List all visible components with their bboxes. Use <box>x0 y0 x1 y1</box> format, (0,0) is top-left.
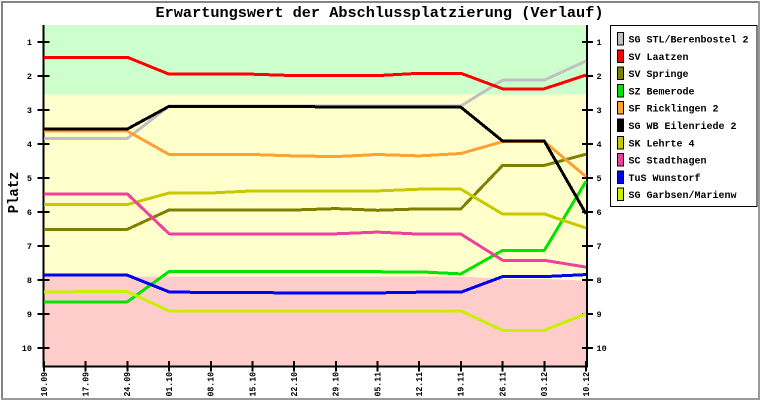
svg-text:10.12: 10.12 <box>581 372 592 397</box>
svg-text:4: 4 <box>597 140 602 150</box>
svg-text:SG WB Eilenriede 2: SG WB Eilenriede 2 <box>629 121 737 133</box>
svg-text:3: 3 <box>27 106 32 116</box>
svg-text:10: 10 <box>22 344 32 354</box>
svg-text:5: 5 <box>597 174 602 184</box>
svg-text:SV Springe: SV Springe <box>629 69 689 81</box>
svg-text:08.10: 08.10 <box>206 372 217 397</box>
svg-text:9: 9 <box>27 310 32 320</box>
svg-text:Platz: Platz <box>6 172 23 214</box>
svg-text:1: 1 <box>597 38 602 48</box>
svg-text:15.10: 15.10 <box>247 372 258 397</box>
svg-text:SV Laatzen: SV Laatzen <box>629 53 689 64</box>
svg-text:1: 1 <box>27 38 32 48</box>
svg-text:2: 2 <box>27 72 32 82</box>
svg-text:4: 4 <box>27 140 32 150</box>
svg-text:3: 3 <box>597 106 602 116</box>
svg-text:17.09: 17.09 <box>81 372 92 397</box>
svg-text:22.10: 22.10 <box>289 372 300 397</box>
svg-text:10: 10 <box>597 344 607 354</box>
svg-text:29.10: 29.10 <box>331 372 342 397</box>
svg-text:2: 2 <box>597 72 602 82</box>
svg-text:05.11: 05.11 <box>372 372 383 397</box>
svg-text:SC Stadthagen: SC Stadthagen <box>629 156 707 168</box>
svg-text:03.12: 03.12 <box>539 372 550 397</box>
svg-text:SK Lehrte 4: SK Lehrte 4 <box>629 138 695 150</box>
svg-text:6: 6 <box>27 208 32 218</box>
svg-text:5: 5 <box>27 174 32 184</box>
svg-text:10.09: 10.09 <box>39 372 50 397</box>
svg-text:01.10: 01.10 <box>164 372 175 397</box>
svg-text:12.11: 12.11 <box>414 372 425 397</box>
svg-text:9: 9 <box>597 310 602 320</box>
svg-text:7: 7 <box>27 242 32 252</box>
svg-text:19.11: 19.11 <box>456 372 467 397</box>
svg-text:7: 7 <box>597 242 602 252</box>
svg-text:24.09: 24.09 <box>122 372 133 397</box>
svg-text:TuS Wunstorf: TuS Wunstorf <box>629 173 701 185</box>
svg-text:SG Garbsen/Marienw: SG Garbsen/Marienw <box>629 190 737 202</box>
svg-text:8: 8 <box>27 276 32 286</box>
svg-text:SZ Bemerode: SZ Bemerode <box>629 86 695 98</box>
svg-text:6: 6 <box>597 208 602 218</box>
svg-text:SF Ricklingen 2: SF Ricklingen 2 <box>629 104 719 116</box>
svg-text:26.11: 26.11 <box>497 372 508 397</box>
svg-text:Erwartungswert der Abschlusspl: Erwartungswert der Abschlussplatzierung … <box>156 4 604 22</box>
svg-text:SG STL/Berenbostel 2: SG STL/Berenbostel 2 <box>629 35 749 47</box>
svg-text:8: 8 <box>597 276 602 286</box>
